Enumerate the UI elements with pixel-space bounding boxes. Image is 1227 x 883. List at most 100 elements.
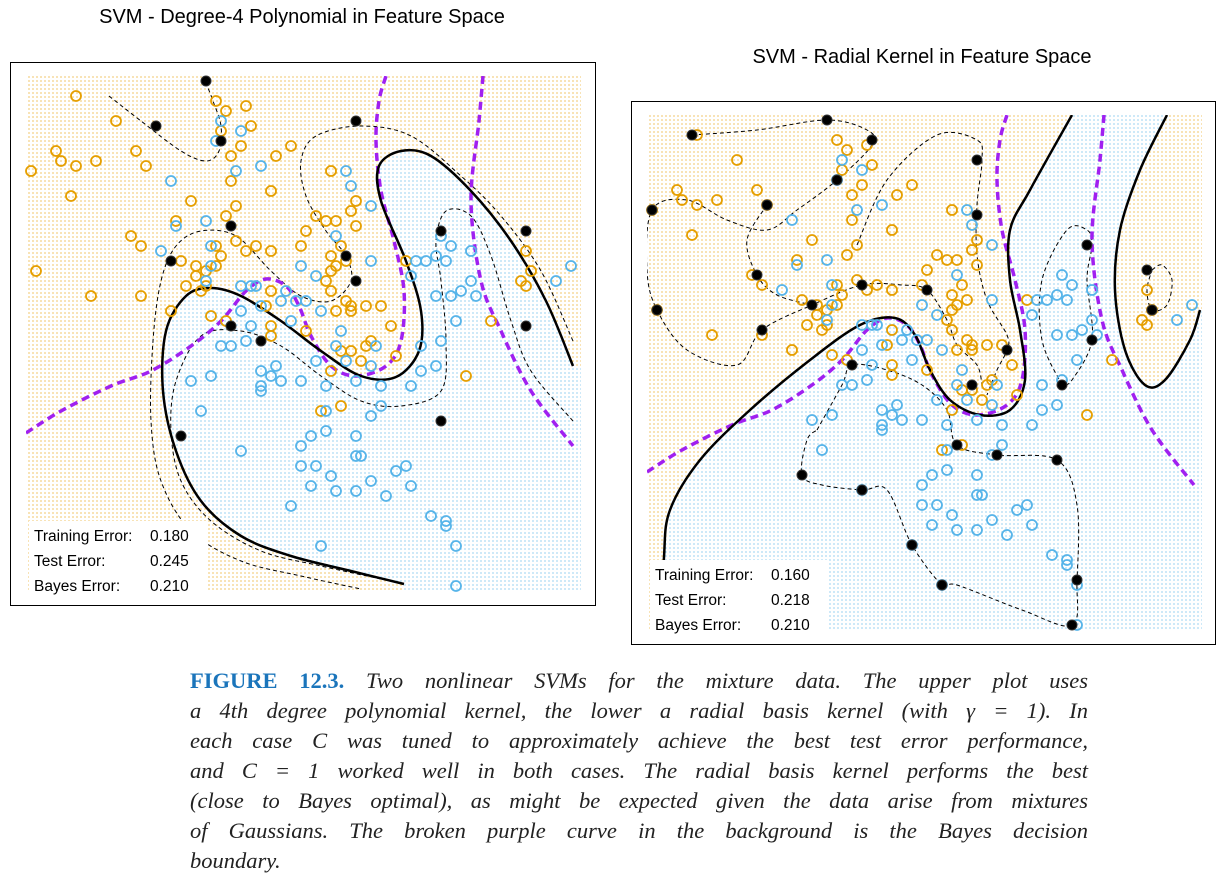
error-legend-box [29, 521, 207, 599]
orange-point [345, 205, 357, 217]
blue-point [876, 404, 888, 416]
orange-point [520, 245, 532, 257]
blue-point [285, 315, 297, 327]
blue-point [1086, 314, 1098, 326]
orange-point [951, 344, 963, 356]
orange-point [210, 95, 222, 107]
support-vector-point [971, 209, 983, 221]
support-vector-point [831, 174, 843, 186]
orange-point [821, 319, 833, 331]
orange-point [335, 400, 347, 412]
blue-point [185, 375, 197, 387]
caption-line: and C = 1 worked well in both cases. The… [190, 758, 1088, 783]
orange-point [731, 154, 743, 166]
blue-point [951, 269, 963, 281]
blue-point [976, 489, 988, 501]
blue-point [405, 380, 417, 392]
blue-point [450, 580, 462, 592]
blue-point [1041, 294, 1053, 306]
orange-point [110, 115, 122, 127]
caption-line: each case C was tuned to approximately a… [190, 728, 1088, 753]
support-vector-point [350, 275, 362, 287]
error-value: 0.210 [150, 578, 189, 595]
orange-point [265, 245, 277, 257]
blue-point [1011, 504, 1023, 516]
blue-point [896, 414, 908, 426]
orange-point [200, 280, 212, 292]
orange-point [355, 355, 367, 367]
support-vector-point [951, 439, 963, 451]
blue-point [876, 419, 888, 431]
blue-point [340, 165, 352, 177]
blue-point [345, 180, 357, 192]
orange-point [1011, 389, 1023, 401]
support-vector-point [906, 539, 918, 551]
blue-point [215, 115, 227, 127]
orange-point [135, 290, 147, 302]
blue-point [250, 280, 262, 292]
orange-point [846, 189, 858, 201]
support-vector-point [435, 415, 447, 427]
blue-point [866, 319, 878, 331]
blue-point [235, 125, 247, 137]
orange-point [30, 265, 42, 277]
blue-point [1036, 379, 1048, 391]
orange-point [140, 160, 152, 172]
orange-point [375, 300, 387, 312]
orange-point [851, 239, 863, 251]
blue-point [405, 480, 417, 492]
blue-point [821, 314, 833, 326]
blue-point [926, 519, 938, 531]
orange-point [240, 245, 252, 257]
blue-point [951, 524, 963, 536]
blue-point [305, 430, 317, 442]
blue-point [215, 340, 227, 352]
support-vector-point [1051, 454, 1063, 466]
orange-point [796, 294, 808, 306]
orange-point [931, 249, 943, 261]
blue-point [430, 360, 442, 372]
orange-point [460, 370, 472, 382]
support-vector-point [971, 154, 983, 166]
blue-point [931, 499, 943, 511]
blue-point [320, 405, 332, 417]
blue-point [255, 380, 267, 392]
caption-line: of Gaussians. The broken purple curve in… [190, 818, 1088, 843]
blue-point [335, 325, 347, 337]
support-vector-point [1086, 334, 1098, 346]
blue-point [1046, 549, 1058, 561]
decision-boundary-curve [160, 148, 575, 586]
orange-point [831, 279, 843, 291]
support-vector-point [435, 225, 447, 237]
support-vector-point [991, 449, 1003, 461]
orange-point [886, 359, 898, 371]
blue-point [826, 279, 838, 291]
blue-point [941, 444, 953, 456]
orange-point [90, 155, 102, 167]
orange-point [235, 140, 247, 152]
support-vector-point [756, 324, 768, 336]
blue-point [195, 405, 207, 417]
orange-point [190, 270, 202, 282]
support-vector-point [936, 579, 948, 591]
error-label: Training Error: [655, 567, 753, 584]
blue-point [931, 394, 943, 406]
blue-point [1066, 329, 1078, 341]
support-vector-point [856, 279, 868, 291]
blue-point [295, 260, 307, 272]
blue-point [861, 374, 873, 386]
blue-point [916, 299, 928, 311]
orange-point [841, 249, 853, 261]
caption-line: a 4th degree polynomial kernel, the lowe… [190, 698, 1088, 723]
orange-point [210, 240, 222, 252]
blue-point [330, 485, 342, 497]
blue-point [1171, 314, 1183, 326]
blue-point [370, 340, 382, 352]
bayes-boundary-curve [1090, 115, 1196, 487]
orange-point [130, 145, 142, 157]
blue-point [340, 355, 352, 367]
support-vector-point [751, 269, 763, 281]
orange-point [325, 165, 337, 177]
orange-point [520, 280, 532, 292]
blue-point [1051, 399, 1063, 411]
